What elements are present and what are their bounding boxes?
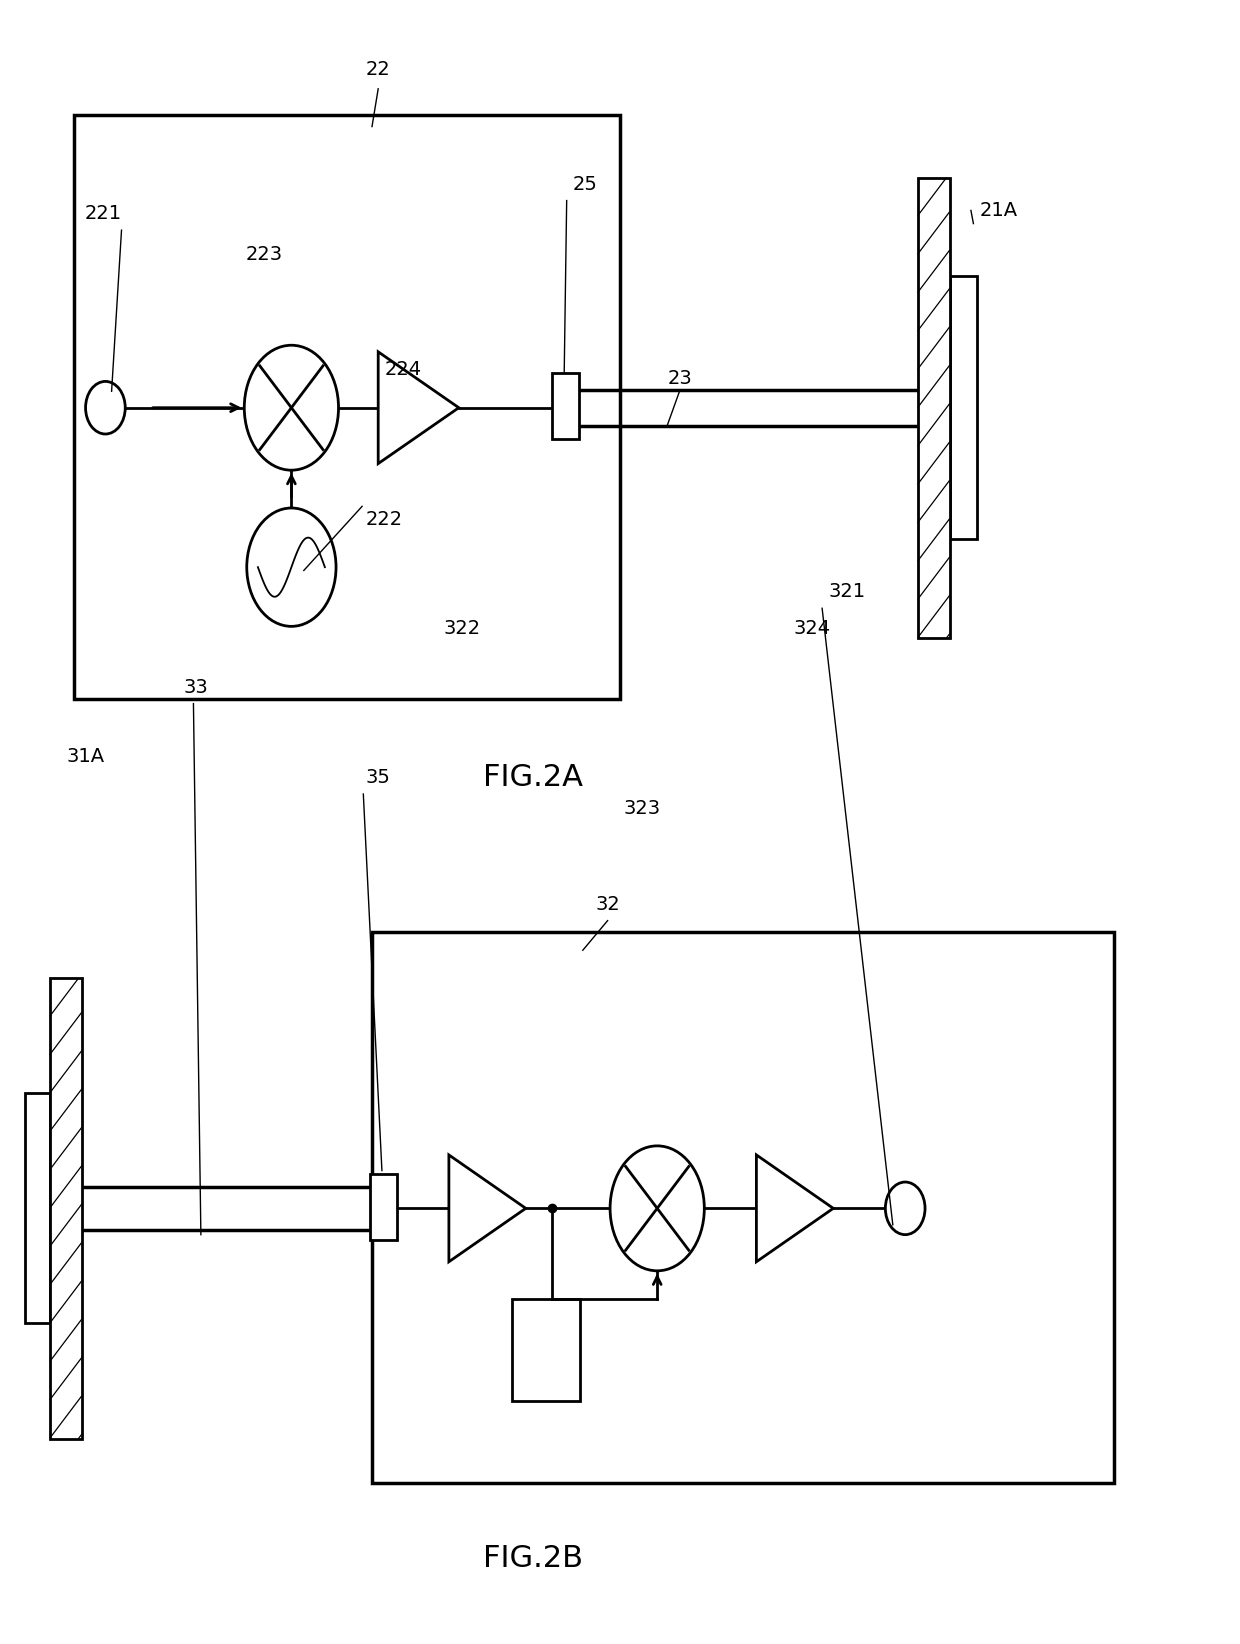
Text: 223: 223 bbox=[246, 245, 283, 265]
Text: 35: 35 bbox=[366, 768, 391, 787]
Bar bbox=[512, 1299, 580, 1401]
Text: 33: 33 bbox=[184, 677, 208, 697]
Circle shape bbox=[610, 1146, 704, 1271]
Text: 321: 321 bbox=[828, 582, 866, 602]
Bar bbox=[50, 978, 82, 1438]
Text: 322: 322 bbox=[444, 618, 481, 638]
Text: 222: 222 bbox=[366, 510, 403, 529]
Circle shape bbox=[247, 508, 336, 626]
Bar bbox=[950, 276, 977, 539]
Text: 31A: 31A bbox=[67, 746, 105, 766]
Text: 221: 221 bbox=[84, 204, 122, 224]
Text: 21A: 21A bbox=[980, 201, 1018, 220]
Text: 23: 23 bbox=[667, 368, 692, 388]
Bar bbox=[552, 373, 579, 439]
Circle shape bbox=[244, 345, 339, 470]
Text: 323: 323 bbox=[624, 799, 661, 819]
Circle shape bbox=[885, 1182, 925, 1235]
Bar bbox=[918, 178, 950, 638]
Text: FIG.2A: FIG.2A bbox=[484, 763, 583, 792]
Text: 224: 224 bbox=[384, 360, 422, 380]
Polygon shape bbox=[378, 352, 459, 464]
Bar bbox=[25, 1093, 50, 1323]
Bar bbox=[370, 1174, 397, 1240]
Text: 32: 32 bbox=[595, 894, 620, 914]
Text: 25: 25 bbox=[573, 174, 598, 194]
Text: 324: 324 bbox=[794, 618, 831, 638]
Bar bbox=[372, 932, 1114, 1483]
Text: FIG.2B: FIG.2B bbox=[484, 1544, 583, 1573]
Polygon shape bbox=[756, 1154, 833, 1263]
Polygon shape bbox=[449, 1154, 526, 1263]
Text: 22: 22 bbox=[366, 59, 391, 79]
Bar bbox=[74, 115, 620, 699]
Circle shape bbox=[86, 381, 125, 434]
